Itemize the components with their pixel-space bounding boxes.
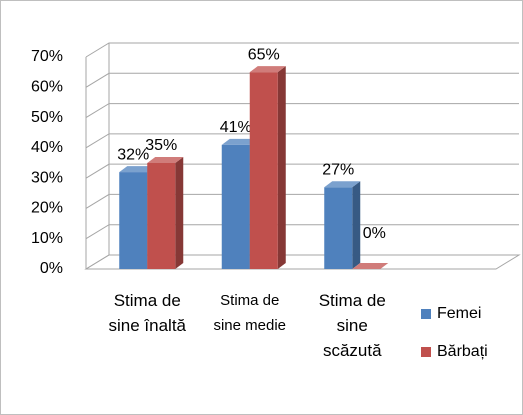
data-label: 32% [117, 146, 149, 163]
bar-top [119, 166, 156, 173]
x-tick-label: Stima de sine medie [213, 292, 287, 334]
legend-label: Femei [437, 305, 481, 322]
bar-top [221, 138, 258, 145]
data-label: 27% [322, 161, 354, 178]
grid-line [85, 224, 519, 240]
y-tick-label: 40% [31, 139, 63, 156]
bar [119, 172, 148, 269]
bar-top [352, 263, 389, 269]
bar-side [277, 66, 286, 270]
legend-label: Bărbați [437, 343, 488, 360]
data-label: 35% [145, 137, 177, 154]
bar [147, 163, 176, 269]
bar-top [147, 157, 184, 163]
y-tick-label: 0% [40, 260, 63, 277]
y-tick-label: 60% [31, 79, 63, 96]
bar-top [249, 66, 286, 73]
grid-line [85, 254, 519, 270]
grid-line [85, 193, 519, 209]
data-label: 65% [248, 46, 280, 63]
bar [249, 72, 278, 270]
grid-line [85, 133, 519, 149]
legend-swatch [421, 309, 431, 319]
data-label: 0% [363, 225, 386, 242]
y-tick-label: 70% [31, 48, 63, 65]
x-tick-label: Stima de sine scăzută [318, 291, 386, 360]
bar-top [324, 181, 361, 188]
bar [324, 187, 353, 269]
data-label: 41% [220, 119, 252, 136]
grid-line [85, 163, 519, 179]
grid-line [85, 103, 519, 118]
bar [221, 144, 250, 269]
grid-line [85, 42, 519, 58]
y-tick-label: 10% [31, 230, 63, 247]
y-tick-label: 30% [31, 169, 63, 186]
legend-swatch [421, 347, 431, 357]
bar-side [352, 181, 361, 269]
grid-line [85, 72, 519, 88]
bar-side [175, 157, 184, 269]
y-tick-label: 50% [31, 109, 63, 126]
x-tick-label: Stima de sine înaltă [108, 291, 187, 335]
y-tick-label: 20% [31, 200, 63, 217]
